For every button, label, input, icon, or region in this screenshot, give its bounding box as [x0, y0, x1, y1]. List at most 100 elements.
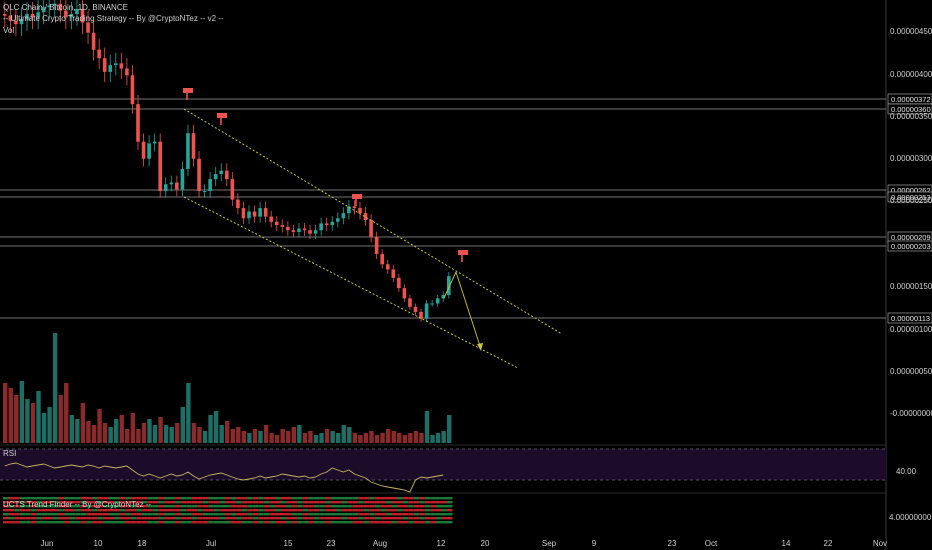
level-label: 0.00000262: [891, 186, 931, 195]
trend-cell: [274, 501, 281, 504]
candle-body: [64, 10, 68, 18]
trend-cell: [136, 505, 142, 508]
trend-cell: [391, 505, 398, 508]
candle-body: [319, 223, 323, 231]
trend-cell: [14, 501, 20, 504]
trend-cell: [197, 509, 203, 512]
trend-cell: [324, 513, 331, 516]
trend-cell: [125, 513, 131, 516]
time-tick-label: Oct: [705, 539, 718, 548]
trend-cell: [424, 521, 431, 524]
volume-bar: [419, 433, 424, 443]
time-tick-label: Jun: [41, 539, 54, 548]
trend-cell: [319, 509, 325, 512]
trend-cell: [64, 513, 70, 516]
trend-cell: [391, 513, 398, 516]
candle-body: [136, 104, 140, 142]
trend-cell: [47, 517, 53, 520]
trend-cell: [447, 505, 453, 508]
trend-cell: [108, 513, 114, 516]
trend-cell: [269, 497, 275, 500]
trend-cell: [97, 505, 103, 508]
trend-cell: [441, 505, 447, 508]
trend-cell: [330, 497, 336, 500]
trend-cell: [230, 497, 237, 500]
trend-cell: [280, 505, 287, 508]
trend-cell: [80, 517, 87, 520]
trend-cell: [347, 509, 353, 512]
trend-cell: [36, 501, 42, 504]
volume-bar: [363, 433, 369, 443]
trend-cell: [374, 505, 381, 508]
volume-bar: [41, 413, 47, 443]
trend-cell: [202, 521, 209, 524]
trend-cell: [158, 517, 164, 520]
trend-cell: [230, 521, 237, 524]
trend-cell: [75, 513, 81, 516]
trend-cell: [58, 505, 65, 508]
trend-cell: [141, 501, 148, 504]
volume-bar: [30, 403, 36, 443]
trend-cell: [136, 497, 142, 500]
volume-bar: [80, 403, 86, 443]
trend-cell: [8, 517, 15, 520]
trend-cell: [91, 505, 98, 508]
trend-cell: [114, 509, 120, 512]
trend-cell: [80, 521, 87, 524]
trend-cell: [336, 513, 342, 516]
trend-cell: [402, 513, 409, 516]
trend-cell: [313, 497, 320, 500]
volume-bar: [397, 433, 402, 443]
candle-body: [274, 221, 279, 226]
trend-cell: [247, 501, 253, 504]
level-label: 0.00000113: [891, 314, 930, 323]
trend-cell: [141, 509, 148, 512]
trend-cell: [369, 509, 375, 512]
level-label: 0.00000209: [891, 233, 931, 242]
trend-cell: [191, 521, 198, 524]
trend-cell: [158, 505, 164, 508]
trend-cell: [419, 517, 425, 520]
trend-cell: [186, 513, 192, 516]
trend-cell: [191, 497, 198, 500]
trend-cell: [213, 513, 220, 516]
trend-cell: [236, 521, 242, 524]
candle-body: [247, 211, 251, 219]
trend-cell: [391, 521, 398, 524]
trend-cell: [352, 509, 359, 512]
trend-cell: [97, 513, 103, 516]
trend-cell: [191, 505, 198, 508]
trend-cell: [291, 521, 298, 524]
trend-cell: [52, 501, 59, 504]
trend-cell: [291, 509, 298, 512]
trend-cell: [47, 497, 53, 500]
trend-cell: [308, 505, 314, 508]
trend-cell: [3, 517, 9, 520]
candle-body: [80, 8, 85, 23]
trend-cell: [130, 513, 137, 516]
trend-cell: [119, 509, 126, 512]
trend-cell: [91, 513, 98, 516]
trend-cell: [230, 501, 237, 504]
trend-cell: [347, 521, 353, 524]
trend-cell: [136, 513, 142, 516]
trend-cell: [441, 501, 447, 504]
trend-cell: [435, 521, 442, 524]
trend-cell: [141, 517, 148, 520]
trend-cell: [380, 513, 386, 516]
volume-bar: [402, 435, 407, 443]
trend-cell: [186, 505, 192, 508]
candle-body: [447, 276, 451, 295]
trend-cell: [25, 517, 31, 520]
volume-bar: [158, 417, 163, 443]
trend-cell: [47, 501, 53, 504]
trend-cell: [241, 521, 248, 524]
candle-body: [313, 230, 318, 234]
trend-cell: [347, 497, 353, 500]
trend-cell: [169, 497, 176, 500]
trend-cell: [119, 521, 126, 524]
trend-cell: [3, 513, 9, 516]
candle-body: [341, 213, 346, 219]
trend-cell: [225, 497, 231, 500]
